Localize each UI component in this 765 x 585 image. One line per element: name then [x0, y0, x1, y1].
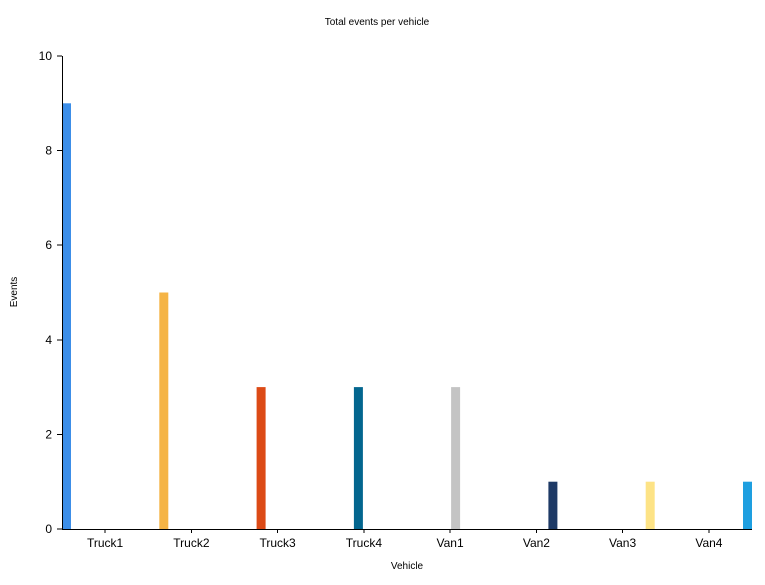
x-axis-label: Vehicle	[391, 561, 424, 572]
bar-truck2	[159, 292, 169, 529]
x-tick-label: Truck2	[173, 536, 210, 550]
bar-van3	[645, 481, 655, 529]
bar-van4	[743, 481, 752, 529]
y-tick-label: 8	[45, 144, 52, 158]
bar-truck3	[256, 387, 266, 529]
bars-group	[62, 103, 752, 530]
x-tick-label: Van4	[695, 536, 722, 550]
bar-van1	[451, 387, 461, 529]
bar-van2	[548, 481, 558, 529]
x-tick-label: Van3	[609, 536, 636, 550]
bar-truck1	[62, 103, 71, 530]
y-tick-label: 6	[45, 238, 52, 252]
y-tick-label: 0	[45, 522, 52, 536]
y-tick-label: 4	[45, 333, 52, 347]
x-tick-label: Truck4	[346, 536, 383, 550]
y-axis-label: Events	[9, 277, 20, 308]
x-ticks-group: Truck1 Truck2 Truck3 Truck4 Van1 Van2 Van3 Van4	[87, 529, 723, 550]
y-ticks-group: 0 2 4 6 8 10	[39, 49, 62, 536]
y-tick-label: 10	[39, 49, 53, 63]
chart-title: Total events per vehicle	[325, 17, 430, 28]
bar-truck4	[353, 387, 363, 529]
x-tick-label: Truck3	[259, 536, 296, 550]
x-tick-label: Van1	[437, 536, 464, 550]
x-tick-label: Truck1	[87, 536, 124, 550]
y-tick-label: 2	[45, 427, 52, 441]
x-tick-label: Van2	[523, 536, 550, 550]
